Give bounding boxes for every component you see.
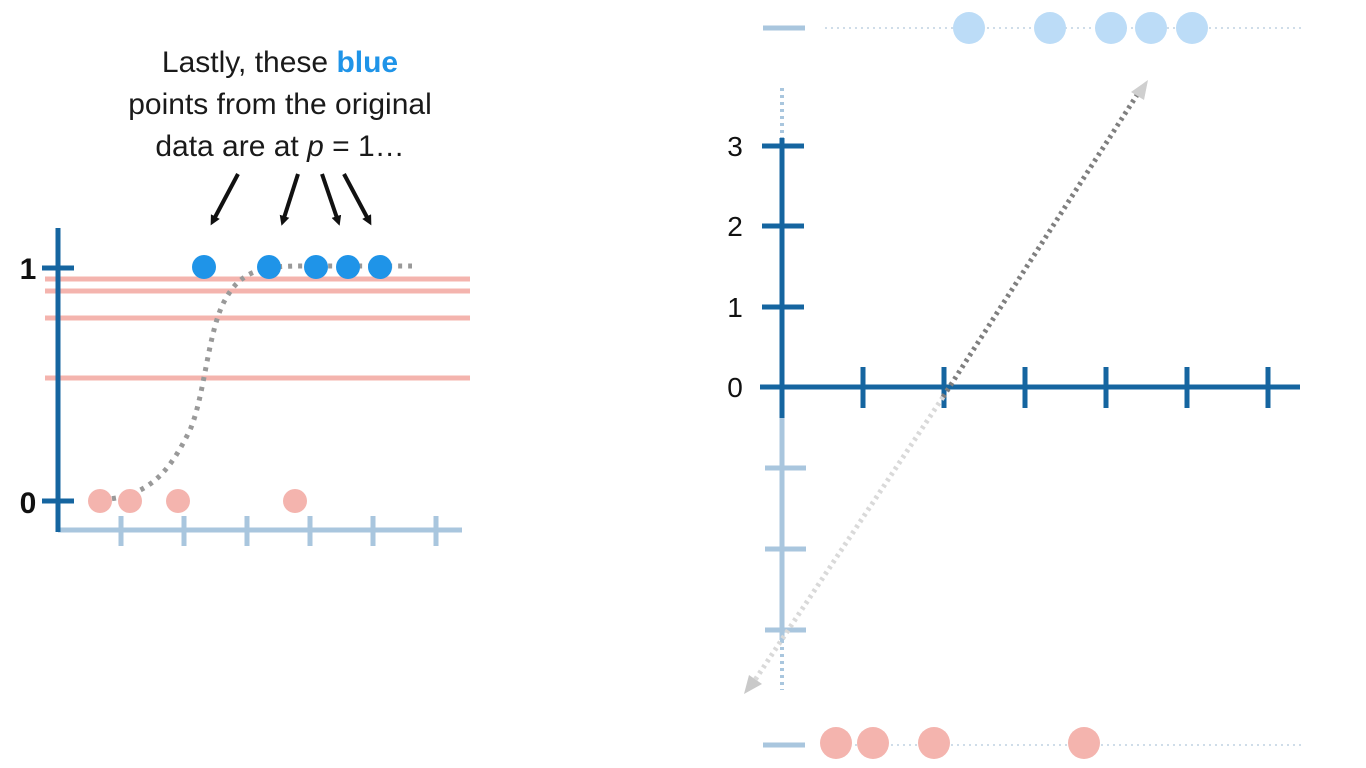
blue-point bbox=[257, 255, 281, 279]
right-y-label-0: 0 bbox=[727, 372, 743, 403]
caption-line-3-suffix: = 1… bbox=[323, 130, 405, 163]
light-red-point bbox=[918, 727, 950, 759]
down-arrow-icon bbox=[744, 675, 762, 694]
caption-line-1-prefix: Lastly, these bbox=[161, 46, 337, 79]
blue-point bbox=[304, 255, 328, 279]
red-point bbox=[166, 489, 190, 513]
caption-variable-p: p bbox=[307, 130, 324, 163]
left-plot: 0 1 bbox=[20, 173, 470, 546]
right-y-label-2: 2 bbox=[727, 211, 743, 242]
arrow-icon bbox=[279, 173, 300, 226]
caption-line-3-prefix: data are at bbox=[155, 130, 308, 163]
red-point bbox=[283, 489, 307, 513]
right-y-label-3: 3 bbox=[727, 131, 743, 162]
right-x-axis bbox=[760, 367, 1300, 408]
pointer-arrows bbox=[210, 173, 372, 226]
light-red-point bbox=[1068, 727, 1100, 759]
light-red-point bbox=[857, 727, 889, 759]
caption-line-3: data are at p = 1… bbox=[70, 126, 490, 168]
blue-point bbox=[368, 255, 392, 279]
caption-line-2: points from the original bbox=[128, 88, 432, 121]
light-blue-point bbox=[1135, 12, 1167, 44]
blue-point bbox=[192, 255, 216, 279]
light-red-point bbox=[820, 727, 852, 759]
blue-points-group bbox=[192, 255, 392, 279]
light-blue-points-group bbox=[953, 12, 1208, 44]
up-arrow-icon bbox=[1131, 80, 1148, 100]
red-point bbox=[118, 489, 142, 513]
right-y-label-1: 1 bbox=[727, 292, 743, 323]
log-odds-line-lower bbox=[752, 395, 946, 682]
sigmoid-curve bbox=[91, 263, 412, 503]
left-y-axis: 0 1 bbox=[20, 228, 74, 532]
left-x-axis bbox=[58, 516, 462, 546]
light-red-points-group bbox=[820, 727, 1100, 759]
light-blue-point bbox=[953, 12, 985, 44]
caption-text: Lastly, these blue points from the origi… bbox=[70, 42, 490, 168]
red-point bbox=[88, 489, 112, 513]
blue-point bbox=[336, 255, 360, 279]
light-blue-point bbox=[1034, 12, 1066, 44]
right-y-axis: 3 2 1 0 bbox=[727, 131, 804, 418]
light-blue-point bbox=[1095, 12, 1127, 44]
arrow-icon bbox=[210, 173, 240, 226]
light-blue-point bbox=[1176, 12, 1208, 44]
red-points-group bbox=[88, 489, 307, 513]
caption-highlight-blue: blue bbox=[336, 46, 399, 79]
left-y-label-1: 1 bbox=[20, 253, 37, 286]
arrow-icon bbox=[320, 173, 342, 226]
log-odds-line-upper bbox=[940, 93, 1140, 399]
caption-line-1: Lastly, these blue bbox=[70, 42, 490, 84]
arrow-icon bbox=[342, 173, 372, 226]
left-y-label-0: 0 bbox=[20, 487, 37, 520]
right-plot: 3 2 1 0 bbox=[727, 12, 1305, 759]
